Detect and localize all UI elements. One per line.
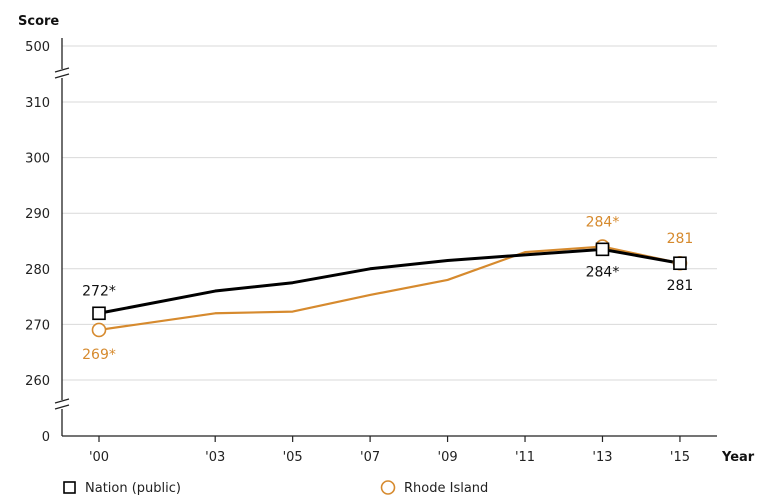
series-lines — [98, 245, 681, 332]
axis-break-bottom-mark — [54, 398, 70, 404]
rhode-island-marker — [91, 322, 107, 338]
y-tick-label: 0 — [42, 430, 50, 445]
y-axis-title: Score — [18, 14, 59, 29]
data-label: 272* — [82, 283, 116, 299]
legend: Nation (public) Rhode Island — [63, 480, 488, 496]
legend-label-nation: Nation (public) — [85, 481, 181, 496]
nation-marker — [92, 306, 106, 321]
data-label: 284* — [586, 215, 620, 231]
axis-break-top-mark — [54, 73, 70, 79]
x-tick-label: '05 — [283, 450, 303, 465]
legend-label-rhode-island: Rhode Island — [404, 481, 488, 496]
y-tick-label: 310 — [25, 96, 50, 111]
y-tick-label: 300 — [25, 152, 50, 167]
y-tick-label: 270 — [25, 318, 50, 333]
gridlines — [62, 45, 717, 381]
x-tick-label: '07 — [360, 450, 380, 465]
series-line-nation — [98, 247, 681, 315]
x-tick-label: '00 — [89, 450, 109, 465]
axes — [54, 38, 717, 442]
series-markers — [91, 239, 688, 338]
axis-break-bottom-gap — [55, 400, 69, 409]
y-tick-label: 500 — [25, 40, 50, 55]
x-tick-label: '13 — [592, 450, 612, 465]
y-tick-label: 280 — [25, 263, 50, 278]
x-axis-title: Year — [721, 450, 755, 465]
axis-break-bottom-mark — [54, 404, 70, 410]
data-label: 281 — [667, 278, 694, 294]
data-label: 284* — [586, 264, 620, 280]
data-labels: 272* 284* 281 269* 284* 281 — [82, 215, 693, 363]
x-tick-label: '03 — [205, 450, 225, 465]
y-tick-label: 290 — [25, 207, 50, 222]
x-tick-label: '15 — [670, 450, 690, 465]
nation-marker — [595, 242, 610, 257]
axis-break-top-mark — [54, 67, 70, 73]
legend-square-icon — [63, 481, 76, 494]
legend-circle-icon — [380, 480, 396, 495]
nation-marker — [673, 256, 687, 271]
data-label: 281 — [667, 231, 694, 247]
data-label: 269* — [82, 347, 116, 363]
x-tick-label: '09 — [438, 450, 458, 465]
axis-break-top-gap — [55, 69, 69, 78]
tick-labels: 0 260 270 280 290 300 310 500 '00 '03 '05 '07 '09 '11… — [25, 40, 690, 465]
series-line-rhode-island — [98, 245, 681, 332]
x-tick-label: '11 — [515, 450, 535, 465]
y-tick-label: 260 — [25, 374, 50, 389]
